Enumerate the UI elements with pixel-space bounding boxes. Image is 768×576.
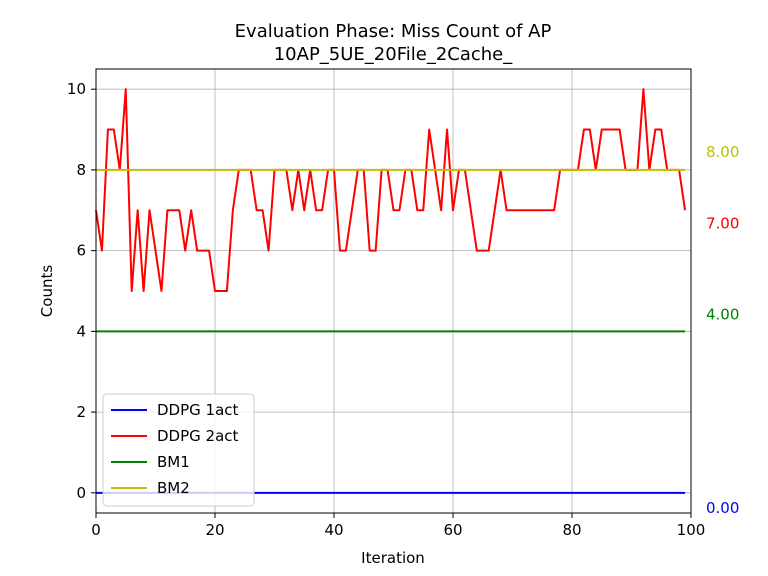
plot-frame — [95, 68, 692, 514]
legend: DDPG 1act DDPG 2act BM1 BM2 — [102, 393, 255, 507]
x-tick-label: 20 — [205, 521, 224, 539]
legend-label: BM2 — [157, 479, 190, 497]
x-tick-label: 80 — [562, 521, 581, 539]
y-tick-label: 6 — [76, 242, 86, 260]
axis-ticks: 0 20 40 60 80 100 0 2 4 6 8 10 — [67, 80, 705, 539]
chart-title: Evaluation Phase: Miss Count of AP — [235, 21, 552, 42]
legend-label: DDPG 1act — [157, 401, 239, 419]
value-annotation: 0.00 — [706, 499, 739, 517]
y-tick-label: 4 — [76, 322, 86, 340]
value-annotation: 4.00 — [706, 305, 739, 323]
x-tick-label: 100 — [677, 521, 706, 539]
series-line-ddpg-2act — [95, 88, 687, 292]
chart-subtitle: 10AP_5UE_20File_2Cache_ — [274, 44, 514, 65]
y-axis-label: Counts — [38, 265, 56, 318]
x-tick-label: 60 — [443, 521, 462, 539]
value-annotations: 8.00 7.00 4.00 0.00 — [706, 143, 739, 517]
legend-box — [102, 393, 255, 507]
value-annotation: 7.00 — [706, 214, 739, 232]
y-tick-label: 10 — [67, 80, 86, 98]
x-axis-label: Iteration — [361, 549, 425, 567]
value-annotation: 8.00 — [706, 143, 739, 161]
y-tick-label: 0 — [76, 484, 86, 502]
y-tick-label: 2 — [76, 403, 86, 421]
x-tick-label: 0 — [91, 521, 101, 539]
legend-label: BM1 — [157, 453, 190, 471]
x-tick-label: 40 — [324, 521, 343, 539]
legend-label: DDPG 2act — [157, 427, 239, 445]
y-tick-label: 8 — [76, 161, 86, 179]
